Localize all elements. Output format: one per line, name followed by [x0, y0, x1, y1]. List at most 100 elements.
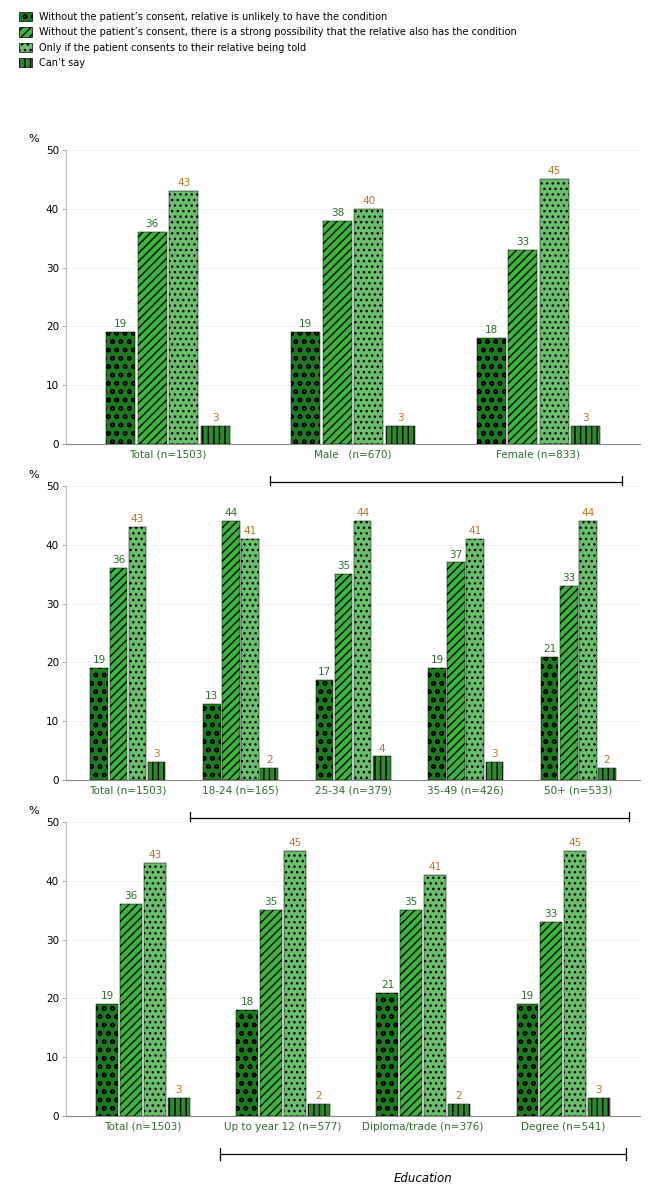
Text: 36: 36	[112, 556, 125, 565]
Bar	[560, 586, 578, 780]
Text: 2: 2	[315, 1091, 322, 1102]
Bar	[540, 179, 568, 444]
Bar	[90, 668, 108, 780]
Bar	[120, 905, 142, 1116]
Text: 33: 33	[562, 574, 576, 583]
Bar	[222, 521, 240, 780]
Text: 36: 36	[145, 220, 159, 229]
Text: 19: 19	[92, 655, 106, 665]
Bar	[424, 875, 446, 1116]
Bar	[260, 910, 282, 1116]
Bar	[201, 426, 230, 444]
Text: 35: 35	[265, 898, 278, 907]
Bar	[261, 768, 278, 780]
Bar	[203, 703, 220, 780]
Bar	[598, 768, 616, 780]
Bar	[386, 426, 415, 444]
Bar	[541, 922, 562, 1116]
Bar	[477, 338, 506, 444]
Bar	[236, 1010, 258, 1116]
Bar	[335, 575, 352, 780]
Text: 19: 19	[101, 991, 114, 1001]
Text: 4: 4	[378, 744, 385, 754]
Bar	[169, 191, 198, 444]
Text: 45: 45	[568, 839, 581, 848]
Text: Age: Age	[398, 836, 421, 848]
Text: 45: 45	[547, 167, 561, 176]
Bar	[354, 521, 372, 780]
Text: 35: 35	[405, 898, 418, 907]
Bar	[144, 863, 166, 1116]
Text: 3: 3	[582, 414, 589, 424]
Text: 2: 2	[455, 1091, 462, 1102]
Text: 41: 41	[428, 862, 442, 872]
Bar	[354, 209, 383, 444]
Text: 19: 19	[430, 655, 444, 665]
Text: 40: 40	[362, 196, 376, 206]
Text: 18: 18	[484, 325, 498, 335]
Bar	[579, 521, 597, 780]
Bar	[373, 756, 391, 780]
Text: 43: 43	[148, 851, 162, 860]
Bar	[447, 563, 465, 780]
Text: 17: 17	[317, 667, 331, 677]
Bar	[564, 852, 586, 1116]
Text: 37: 37	[449, 550, 463, 559]
Text: 35: 35	[337, 562, 350, 571]
Text: Education: Education	[394, 1172, 453, 1184]
Text: 3: 3	[491, 750, 498, 760]
Bar	[168, 1098, 189, 1116]
Text: 44: 44	[581, 509, 595, 518]
Bar	[571, 426, 600, 444]
Text: 44: 44	[356, 509, 370, 518]
Text: 33: 33	[544, 910, 558, 919]
Text: %: %	[28, 470, 40, 480]
Text: 41: 41	[469, 526, 482, 536]
Text: Gender: Gender	[424, 500, 467, 512]
Text: 2: 2	[266, 755, 273, 766]
Text: 43: 43	[177, 179, 190, 188]
Bar	[467, 539, 484, 780]
Bar	[486, 762, 503, 780]
Bar	[110, 569, 127, 780]
Text: 36: 36	[125, 892, 138, 901]
Text: 41: 41	[244, 526, 257, 536]
Text: 21: 21	[381, 979, 394, 990]
Text: 45: 45	[288, 839, 302, 848]
Bar	[242, 539, 259, 780]
Text: 3: 3	[212, 414, 218, 424]
Bar	[400, 910, 422, 1116]
Bar	[428, 668, 446, 780]
Text: 13: 13	[205, 691, 218, 701]
Bar	[323, 221, 352, 444]
Text: 3: 3	[595, 1086, 602, 1096]
Text: 44: 44	[224, 509, 238, 518]
Text: 19: 19	[114, 319, 127, 329]
Text: 21: 21	[543, 643, 556, 654]
Bar	[588, 1098, 610, 1116]
Bar	[148, 762, 166, 780]
Bar	[96, 1004, 118, 1116]
Text: 3: 3	[176, 1086, 182, 1096]
Legend: Without the patient’s consent, relative is unlikely to have the condition, Witho: Without the patient’s consent, relative …	[18, 11, 518, 68]
Bar	[129, 527, 147, 780]
Bar	[308, 1104, 330, 1116]
Text: 38: 38	[331, 208, 344, 217]
Bar	[376, 992, 399, 1116]
Text: %: %	[28, 806, 40, 816]
Bar	[284, 852, 306, 1116]
Text: 33: 33	[516, 238, 529, 247]
Bar	[106, 332, 135, 444]
Text: 19: 19	[521, 991, 534, 1001]
Text: %: %	[28, 134, 40, 144]
Bar	[315, 680, 333, 780]
Bar	[541, 656, 558, 780]
Bar	[138, 233, 166, 444]
Text: 3: 3	[397, 414, 404, 424]
Text: 2: 2	[604, 755, 610, 766]
Text: 18: 18	[241, 997, 254, 1007]
Bar	[508, 250, 537, 444]
Text: 3: 3	[153, 750, 160, 760]
Text: 19: 19	[299, 319, 312, 329]
Bar	[517, 1004, 539, 1116]
